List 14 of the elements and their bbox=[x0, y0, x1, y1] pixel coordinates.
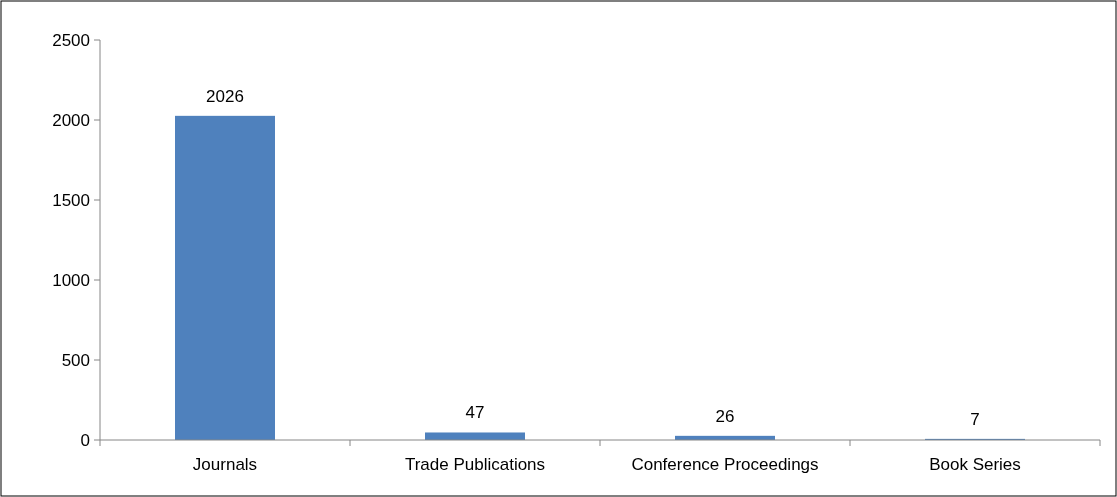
x-tick-label: Trade Publications bbox=[404, 455, 546, 474]
data-label: 2026 bbox=[206, 86, 244, 106]
y-tick-label: 2000 bbox=[52, 110, 90, 130]
data-label: 26 bbox=[715, 406, 735, 426]
y-tick-label: 500 bbox=[61, 350, 90, 370]
x-tick-label: Journals bbox=[192, 455, 258, 474]
y-tick-label: 0 bbox=[80, 430, 90, 450]
y-tick-label: 1500 bbox=[52, 190, 90, 210]
data-label: 47 bbox=[465, 403, 485, 423]
y-tick-label: 1000 bbox=[52, 270, 90, 290]
y-tick-label: 2500 bbox=[52, 30, 90, 50]
x-tick-label: Conference Proceedings bbox=[631, 455, 819, 474]
x-tick-label: Book Series bbox=[929, 455, 1021, 474]
data-label: 7 bbox=[970, 409, 980, 429]
